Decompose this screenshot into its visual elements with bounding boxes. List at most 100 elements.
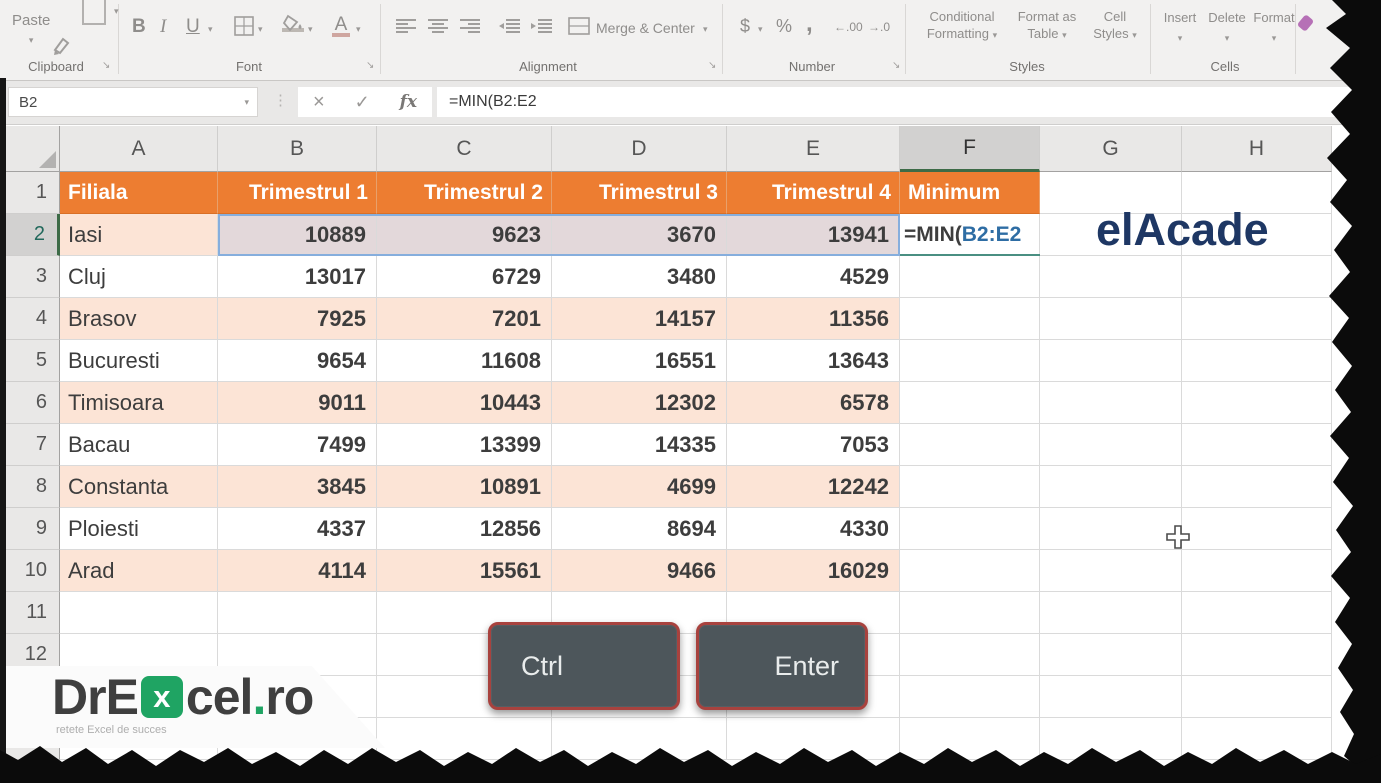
cell-E6[interactable]: 6578: [727, 382, 900, 424]
name-box-dropdown-icon[interactable]: ▾: [244, 96, 249, 107]
cell-E8[interactable]: 12242: [727, 466, 900, 508]
currency-format-button[interactable]: $: [740, 16, 751, 36]
row-header-11[interactable]: 11: [0, 592, 60, 634]
cell-C3[interactable]: 6729: [377, 256, 552, 298]
cell-H12[interactable]: [1182, 634, 1332, 676]
cell-B2[interactable]: 10889: [218, 214, 377, 256]
merge-center-button[interactable]: Merge & Center: [596, 20, 695, 36]
borders-button[interactable]: [234, 16, 254, 36]
cell-A2[interactable]: Iasi: [60, 214, 218, 256]
cell-G4[interactable]: [1040, 298, 1182, 340]
cell-A6[interactable]: Timisoara: [60, 382, 218, 424]
cell-D6[interactable]: 12302: [552, 382, 727, 424]
align-right-button[interactable]: [460, 18, 480, 34]
row-header-9[interactable]: 9: [0, 508, 60, 550]
cell-B11[interactable]: [218, 592, 377, 634]
cell-F11[interactable]: [900, 592, 1040, 634]
cell-D2[interactable]: 3670: [552, 214, 727, 256]
cell-G10[interactable]: [1040, 550, 1182, 592]
cell-G11[interactable]: [1040, 592, 1182, 634]
cell-C6[interactable]: 10443: [377, 382, 552, 424]
cell-A11[interactable]: [60, 592, 218, 634]
cell-G6[interactable]: [1040, 382, 1182, 424]
cell-G13[interactable]: [1040, 676, 1182, 718]
cell-D1[interactable]: Trimestrul 3: [552, 172, 727, 214]
cell-C7[interactable]: 13399: [377, 424, 552, 466]
cell-A5[interactable]: Bucuresti: [60, 340, 218, 382]
cell-D5[interactable]: 16551: [552, 340, 727, 382]
cell-styles-button[interactable]: Cell Styles ▾: [1093, 9, 1137, 41]
bold-button[interactable]: B: [132, 16, 146, 37]
cell-B4[interactable]: 7925: [218, 298, 377, 340]
row-header-3[interactable]: 3: [0, 256, 60, 298]
cell-B7[interactable]: 7499: [218, 424, 377, 466]
cell-E5[interactable]: 13643: [727, 340, 900, 382]
cell-H14[interactable]: [1182, 718, 1332, 760]
currency-dropdown-icon[interactable]: ▾: [758, 24, 763, 34]
column-header-C[interactable]: C: [377, 126, 552, 172]
cell-H8[interactable]: [1182, 466, 1332, 508]
name-box[interactable]: B2 ▾: [8, 87, 258, 117]
row-header-1[interactable]: 1: [0, 172, 60, 214]
cell-G1[interactable]: [1040, 172, 1182, 214]
cell-C9[interactable]: 12856: [377, 508, 552, 550]
cell-E9[interactable]: 4330: [727, 508, 900, 550]
select-all-corner[interactable]: [0, 126, 60, 172]
cell-C4[interactable]: 7201: [377, 298, 552, 340]
italic-button[interactable]: I: [160, 16, 167, 37]
font-color-button[interactable]: A: [332, 14, 350, 37]
format-button[interactable]: Format ▾: [1250, 10, 1298, 44]
borders-dropdown-icon[interactable]: ▾: [258, 24, 263, 34]
cell-F1[interactable]: Minimum: [900, 172, 1040, 214]
number-dialog-launcher-icon[interactable]: ↘: [892, 60, 901, 71]
fill-color-dropdown-icon[interactable]: ▾: [308, 24, 313, 34]
align-left-button[interactable]: [396, 18, 416, 34]
cell-H11[interactable]: [1182, 592, 1332, 634]
cell-F5[interactable]: [900, 340, 1040, 382]
cancel-formula-icon[interactable]: ×: [312, 90, 325, 113]
underline-dropdown-icon[interactable]: ▾: [208, 24, 213, 34]
cell-H3[interactable]: [1182, 256, 1332, 298]
cell-B5[interactable]: 9654: [218, 340, 377, 382]
cell-E2[interactable]: 13941: [727, 214, 900, 256]
cell-H5[interactable]: [1182, 340, 1332, 382]
underline-button[interactable]: U: [186, 16, 200, 37]
cell-G7[interactable]: [1040, 424, 1182, 466]
cell-G2[interactable]: [1040, 214, 1182, 256]
cell-A7[interactable]: Bacau: [60, 424, 218, 466]
row-header-4[interactable]: 4: [0, 298, 60, 340]
cell-D3[interactable]: 3480: [552, 256, 727, 298]
column-header-E[interactable]: E: [727, 126, 900, 172]
cell-B8[interactable]: 3845: [218, 466, 377, 508]
cell-E4[interactable]: 11356: [727, 298, 900, 340]
decrease-indent-button[interactable]: [498, 18, 520, 34]
cell-E7[interactable]: 7053: [727, 424, 900, 466]
font-dialog-launcher-icon[interactable]: ↘: [366, 60, 375, 71]
cell-G9[interactable]: [1040, 508, 1182, 550]
comma-format-button[interactable]: ,: [806, 10, 813, 37]
cell-F3[interactable]: [900, 256, 1040, 298]
cell-E10[interactable]: 16029: [727, 550, 900, 592]
format-as-table-button[interactable]: Format as Table ▾: [1017, 9, 1077, 41]
cell-F9[interactable]: [900, 508, 1040, 550]
row-header-5[interactable]: 5: [0, 340, 60, 382]
cell-A3[interactable]: Cluj: [60, 256, 218, 298]
row-header-7[interactable]: 7: [0, 424, 60, 466]
cell-E1[interactable]: Trimestrul 4: [727, 172, 900, 214]
cell-C5[interactable]: 11608: [377, 340, 552, 382]
cell-A4[interactable]: Brasov: [60, 298, 218, 340]
merge-center-dropdown-icon[interactable]: ▾: [703, 24, 708, 34]
column-header-A[interactable]: A: [60, 126, 218, 172]
cell-A8[interactable]: Constanta: [60, 466, 218, 508]
align-center-button[interactable]: [428, 18, 448, 34]
confirm-formula-icon[interactable]: ✓: [354, 91, 370, 112]
cell-A10[interactable]: Arad: [60, 550, 218, 592]
cell-F12[interactable]: [900, 634, 1040, 676]
cell-D9[interactable]: 8694: [552, 508, 727, 550]
paste-dropdown-icon[interactable]: ▾: [28, 35, 34, 45]
cell-H10[interactable]: [1182, 550, 1332, 592]
column-header-F[interactable]: F: [900, 126, 1040, 172]
delete-button[interactable]: Delete ▾: [1204, 10, 1250, 44]
cell-F2[interactable]: =MIN(B2:E2: [900, 214, 1040, 256]
cell-G8[interactable]: [1040, 466, 1182, 508]
